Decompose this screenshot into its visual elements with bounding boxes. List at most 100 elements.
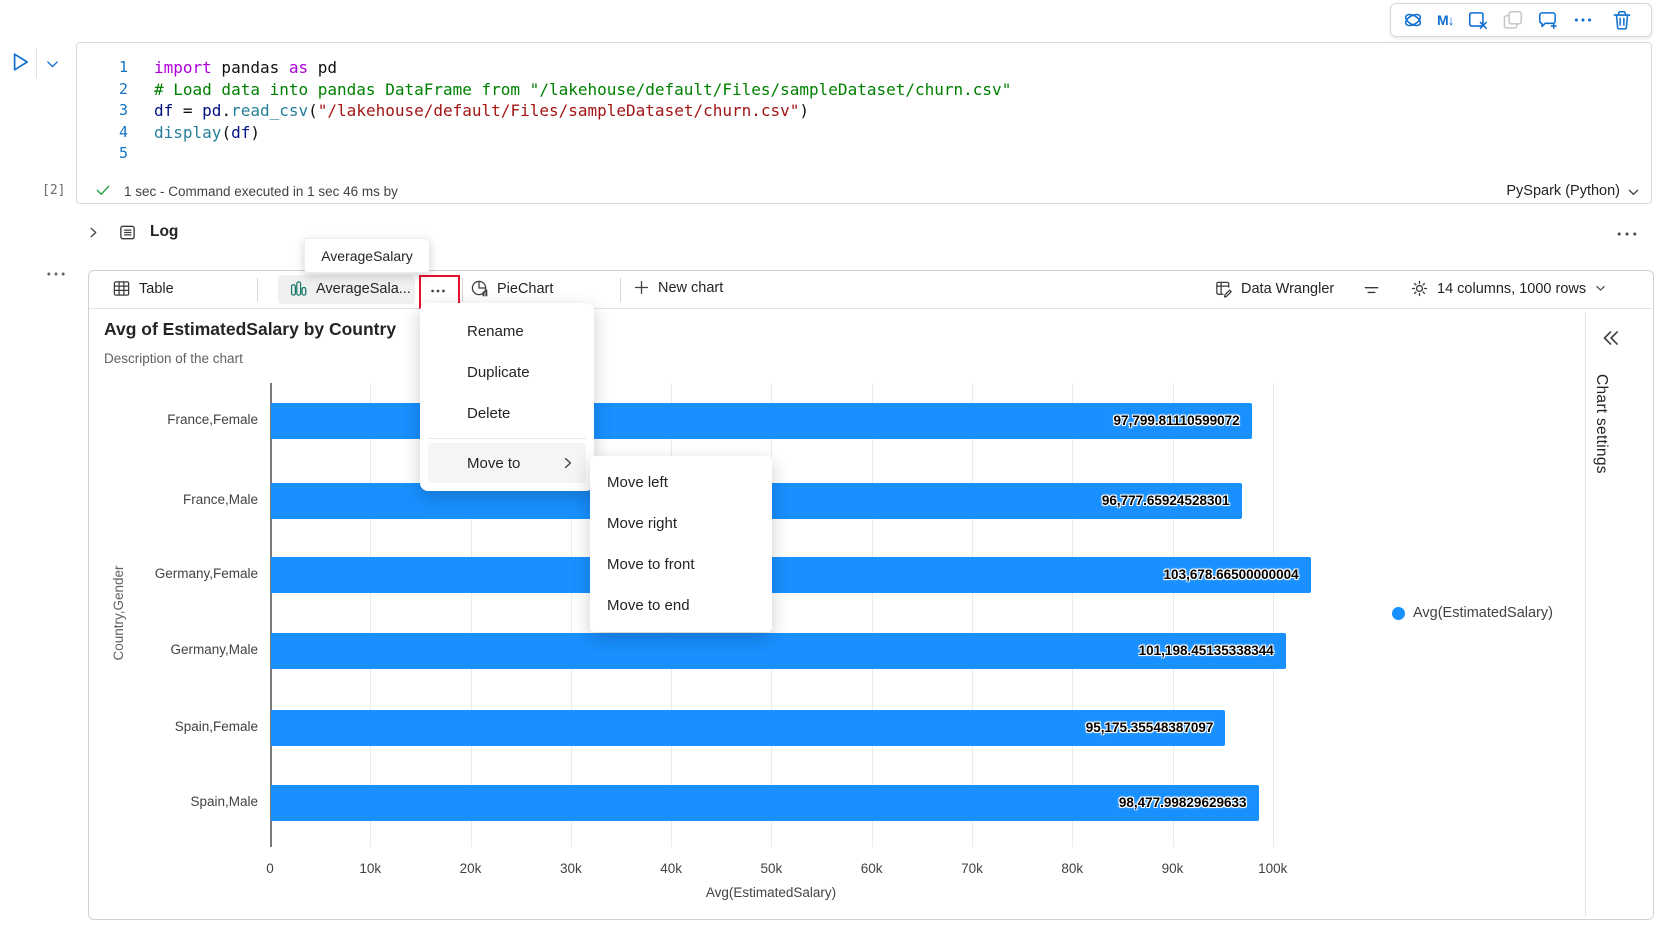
tab-divider — [257, 278, 258, 302]
tabrow-divider — [89, 308, 1651, 309]
collapse-panel-icon[interactable] — [1599, 327, 1621, 349]
more-icon[interactable] — [1572, 9, 1594, 31]
submenu-item[interactable]: Move to end — [607, 597, 690, 614]
code-token: pd — [308, 58, 338, 77]
copilot-icon[interactable] — [1402, 9, 1424, 31]
kernel-selector[interactable]: PySpark (Python) — [1506, 183, 1620, 199]
data-wrangler-icon — [1214, 279, 1233, 298]
kernel-chevron-icon[interactable] — [1626, 185, 1641, 200]
code-token: pd — [202, 101, 222, 120]
cell-more-icon[interactable] — [44, 262, 68, 286]
log-icon — [118, 223, 137, 242]
tab-chart-label: AverageSala... — [316, 280, 411, 297]
menu-item[interactable]: Duplicate — [467, 364, 530, 381]
submenu-item[interactable]: Move right — [607, 515, 678, 532]
tab-divider — [620, 278, 621, 302]
execution-status: 1 sec - Command executed in 1 sec 46 ms … — [124, 184, 398, 199]
code-cell[interactable] — [76, 42, 1652, 204]
menu-item-move-to[interactable]: Move to — [428, 443, 586, 483]
code-token: read_csv — [231, 101, 309, 120]
code-token: . — [221, 101, 232, 120]
line-number: 5 — [118, 144, 128, 162]
success-check-icon — [95, 182, 111, 198]
comment-add-icon[interactable] — [1537, 9, 1559, 31]
legend-dot — [1392, 606, 1405, 620]
chart-title: Avg of EstimatedSalary by Country — [104, 319, 397, 339]
context-menu: Rename Duplicate Delete Move to — [420, 303, 594, 491]
code-lines[interactable]: import pandas as pd # Load data into pand… — [154, 57, 1554, 165]
code-token: ) — [799, 101, 810, 120]
tab-table-label: Table — [139, 280, 174, 297]
code-token: import — [154, 58, 212, 77]
code-token: = — [173, 101, 203, 120]
code-token: pandas — [211, 58, 289, 77]
results-panel — [88, 270, 1654, 920]
markdown-icon[interactable]: M↓ — [1437, 12, 1455, 28]
data-wrangler-button[interactable]: Data Wrangler — [1214, 279, 1334, 298]
columns-rows-selector[interactable]: 14 columns, 1000 rows — [1410, 279, 1607, 298]
code-token: as — [288, 58, 309, 77]
submenu: Move left Move right Move to front Move to … — [590, 456, 772, 632]
line-number: 4 — [118, 122, 128, 141]
submenu-item[interactable]: Move left — [607, 474, 668, 491]
new-chart-label: New chart — [658, 279, 724, 296]
context-menu-items: Rename Duplicate Delete — [428, 311, 586, 434]
line-numbers: 1 2 3 4 5 — [90, 57, 128, 165]
menu-item[interactable]: Delete — [467, 405, 511, 422]
log-section-label[interactable]: Log — [150, 223, 179, 240]
run-divider — [36, 48, 37, 78]
code-line[interactable]: df = pd.read_csv("/lakehouse/default/Fil… — [154, 100, 1554, 122]
line-number: 2 — [118, 79, 128, 98]
new-chart-button[interactable]: New chart — [633, 279, 723, 296]
filter-icon[interactable] — [1362, 281, 1381, 300]
chart-settings-title[interactable]: Chart settings — [1593, 374, 1610, 474]
chart-legend[interactable]: Avg(EstimatedSalary) — [1392, 605, 1553, 621]
code-line[interactable] — [154, 143, 1554, 165]
line-number: 1 — [118, 58, 128, 76]
cell-toolbar: M↓ — [1390, 3, 1652, 37]
code-token: df — [231, 122, 251, 142]
submenu-item[interactable]: Move to front — [607, 556, 695, 573]
delete-cell-icon[interactable] — [1611, 9, 1633, 31]
line-number: 3 — [118, 101, 128, 119]
plus-icon — [633, 279, 650, 296]
submenu-chevron-icon — [560, 455, 576, 471]
code-line[interactable]: display(df) — [154, 122, 1554, 144]
code-token: ) — [250, 122, 260, 142]
run-cell-button[interactable] — [8, 50, 32, 74]
duplicate-icon — [1502, 9, 1524, 31]
table-icon — [112, 279, 131, 298]
tab-table[interactable]: Table — [112, 279, 174, 298]
tab-pie-label: PieChart — [497, 280, 554, 297]
log-expand-chevron-icon[interactable] — [86, 225, 101, 240]
x-axis-title: Avg(EstimatedSalary) — [705, 885, 837, 900]
legend-label: Avg(EstimatedSalary) — [1413, 605, 1553, 621]
code-token: df — [154, 101, 174, 120]
tab-chart[interactable]: AverageSala... — [289, 279, 411, 298]
chart-subtitle: Description of the chart — [104, 351, 243, 366]
code-token: ( — [221, 122, 232, 142]
code-token: ( — [308, 101, 318, 120]
tab-more-button[interactable] — [423, 280, 452, 302]
run-options-chevron-icon[interactable] — [44, 56, 61, 73]
tab-tooltip: AverageSalary — [304, 238, 430, 273]
code-token: # Load data into pandas DataFrame from "… — [154, 79, 1012, 99]
code-token: "/lakehouse/default/Files/sampleDataset/… — [317, 101, 800, 120]
columns-rows-label: 14 columns, 1000 rows — [1437, 280, 1587, 297]
dims-chevron-icon — [1594, 282, 1607, 295]
move-to-label: Move to — [467, 454, 521, 472]
tab-divider — [462, 278, 463, 302]
data-wrangler-label: Data Wrangler — [1241, 280, 1335, 297]
menu-item[interactable]: Rename — [467, 323, 524, 340]
clear-output-icon[interactable] — [1467, 9, 1489, 31]
output-more-icon[interactable] — [1614, 221, 1640, 247]
code-token: display — [154, 122, 222, 142]
menu-separator — [428, 438, 586, 439]
chart-settings-divider — [1585, 312, 1586, 916]
y-axis-title: Country,Gender — [111, 565, 126, 661]
bar-chart-icon — [289, 279, 308, 298]
tab-pie[interactable]: PieChart — [470, 279, 553, 298]
code-line[interactable]: # Load data into pandas DataFrame from "… — [154, 79, 1554, 101]
code-line[interactable]: import pandas as pd — [154, 57, 1554, 79]
